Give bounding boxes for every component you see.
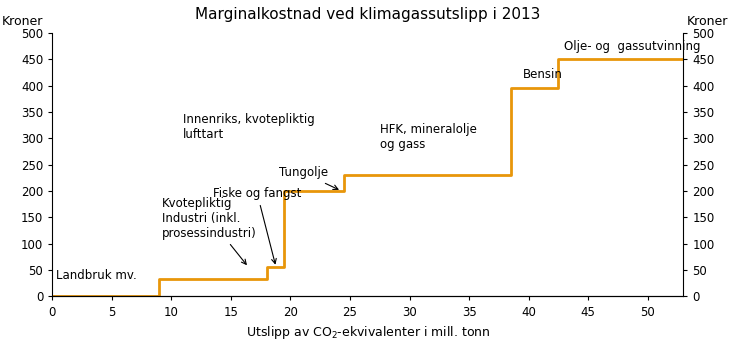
Text: Fiske og fangst: Fiske og fangst xyxy=(213,187,301,263)
Text: Olje- og  gassutvinning: Olje- og gassutvinning xyxy=(564,40,701,53)
Title: Marginalkostnad ved klimagassutslipp i 2013: Marginalkostnad ved klimagassutslipp i 2… xyxy=(195,7,540,22)
Text: Landbruk mv.: Landbruk mv. xyxy=(55,269,137,282)
Text: Tungolje: Tungolje xyxy=(279,166,338,189)
Text: Bensin: Bensin xyxy=(523,68,563,81)
X-axis label: Utslipp av CO$_2$-ekvivalenter i mill. tonn: Utslipp av CO$_2$-ekvivalenter i mill. t… xyxy=(245,324,490,341)
Text: Kvotepliktig
Industri (inkl.
prosessindustri): Kvotepliktig Industri (inkl. prosessindu… xyxy=(162,197,256,264)
Text: Innenriks, kvotepliktig
lufttart: Innenriks, kvotepliktig lufttart xyxy=(183,113,315,141)
Text: Kroner: Kroner xyxy=(1,15,43,27)
Text: Kroner: Kroner xyxy=(686,15,728,27)
Text: HFK, mineralolje
og gass: HFK, mineralolje og gass xyxy=(380,124,477,151)
